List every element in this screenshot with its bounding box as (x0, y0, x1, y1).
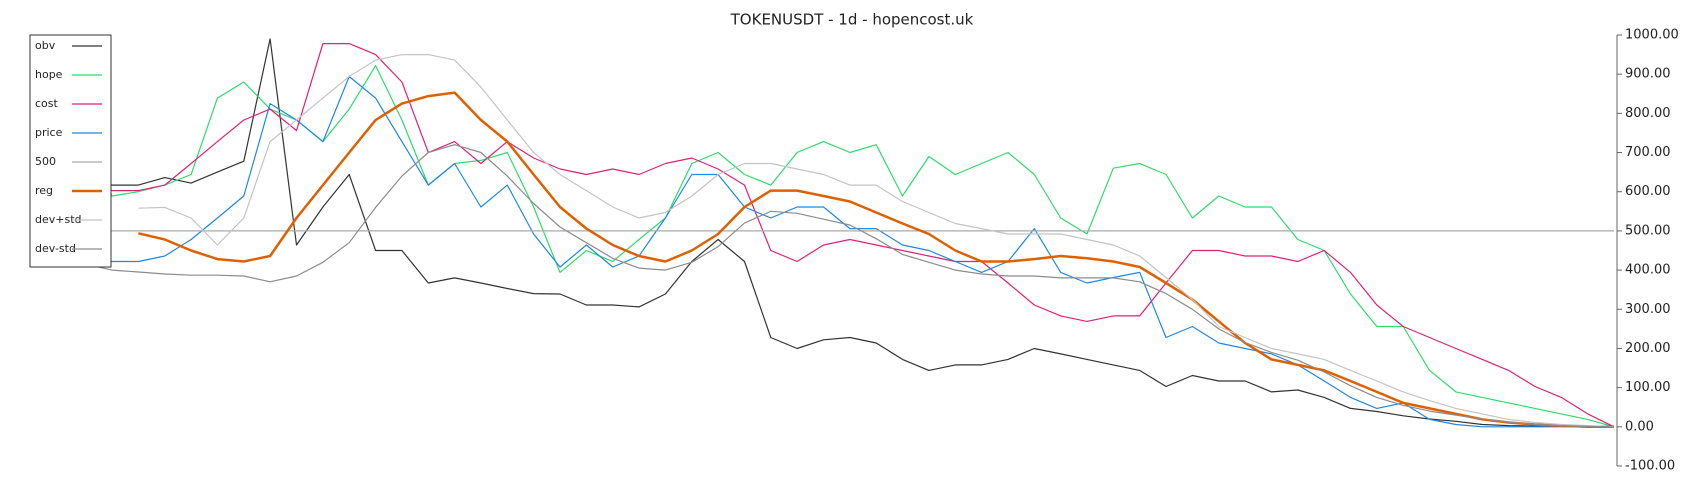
y-tick-label: -100.00 (1625, 459, 1675, 474)
series-line (32, 75, 1614, 428)
y-tick-label: 400.00 (1625, 263, 1671, 278)
y-tick-label: 900.00 (1625, 67, 1671, 82)
chart-title: TOKENUSDT - 1d - hopencost.uk (730, 11, 974, 29)
y-tick-label: 300.00 (1625, 302, 1671, 317)
series-line (32, 144, 1615, 428)
series-line (138, 54, 1615, 428)
series-line (33, 43, 1615, 428)
y-tick-label: 200.00 (1625, 341, 1671, 356)
series-line (32, 65, 1615, 428)
legend-label: reg (35, 184, 53, 197)
y-tick-label: 1000.00 (1625, 28, 1679, 43)
y-tick-label: 500.00 (1625, 223, 1671, 238)
legend-label: cost (35, 97, 59, 110)
series-line (32, 38, 1614, 428)
y-tick-label: 700.00 (1625, 145, 1671, 160)
legend-box (29, 34, 112, 268)
y-tick-label: 600.00 (1625, 184, 1671, 199)
y-tick-label: 100.00 (1625, 380, 1671, 395)
legend-label: 500 (35, 155, 56, 168)
legend-label: obv (35, 39, 56, 52)
legend: obv hope cost price 500 reg dev+std dev-std (29, 34, 112, 268)
series-line (138, 91, 1614, 429)
legend-label: hope (35, 68, 63, 81)
y-tick-label: 800.00 (1625, 106, 1671, 121)
legend-label: dev-std (35, 242, 76, 255)
legend-label: dev+std (35, 213, 82, 226)
legend-label: price (35, 126, 63, 139)
y-tick-label: 0.00 (1625, 419, 1654, 434)
